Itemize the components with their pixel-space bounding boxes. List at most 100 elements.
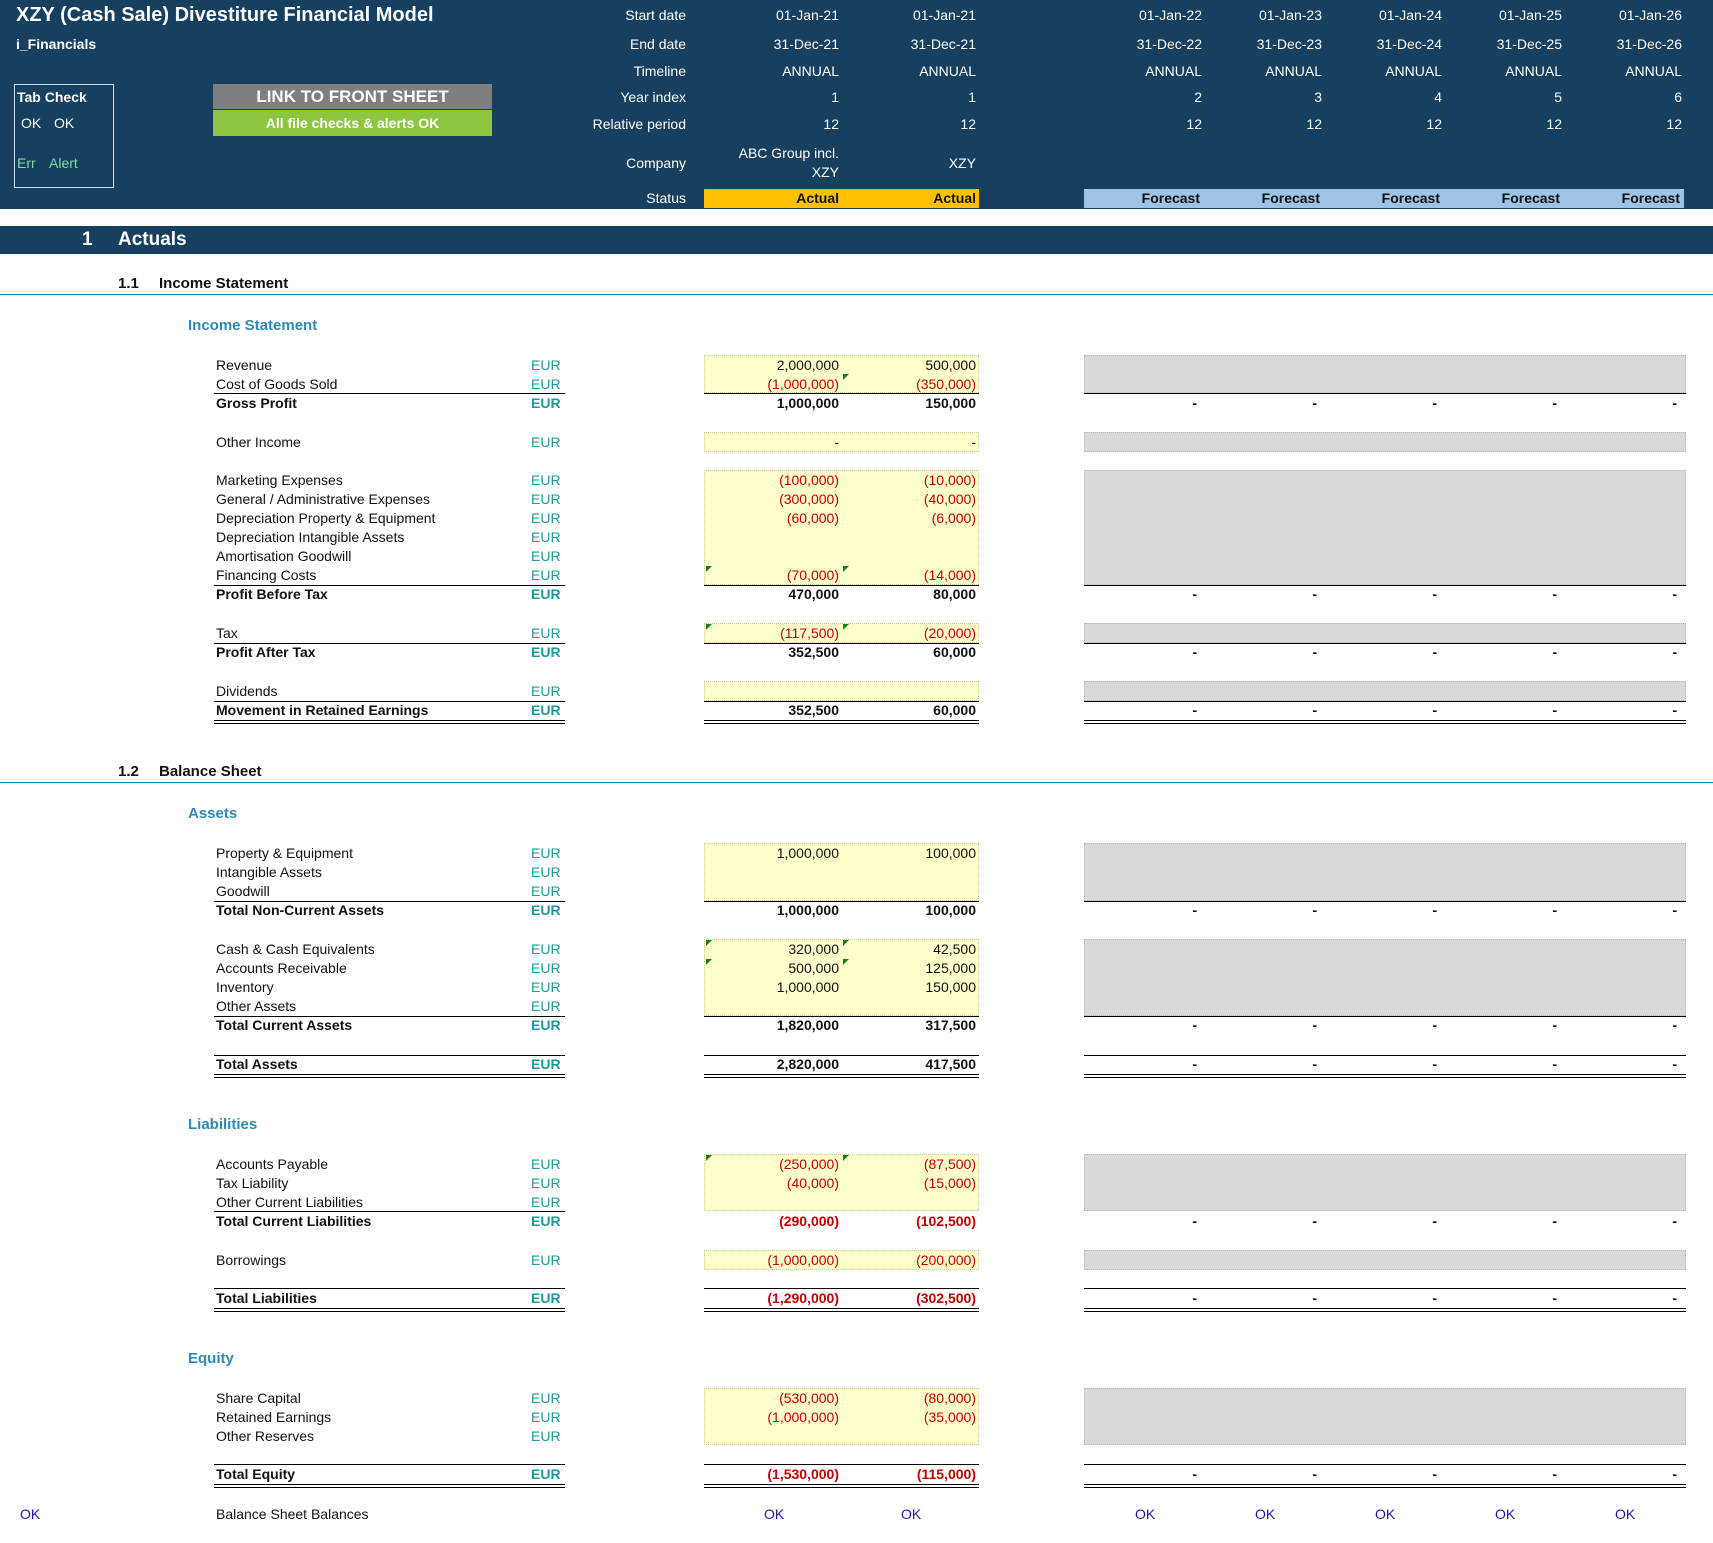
total-equity-fc: - xyxy=(1672,1466,1677,1482)
input-block-current-liabilities[interactable] xyxy=(704,1154,979,1211)
dep-pe-2021-b[interactable]: (6,000) xyxy=(931,510,976,526)
revenue-2021-b[interactable]: 500,000 xyxy=(925,357,976,373)
mre-2021-a: 352,500 xyxy=(788,702,839,718)
group-assets: Assets xyxy=(188,805,238,822)
total-equity-fc: - xyxy=(1312,1466,1317,1482)
financing-2021-a[interactable]: (70,000) xyxy=(786,567,839,583)
balance-check-ok: OK xyxy=(1495,1506,1516,1522)
total-rule xyxy=(1084,1016,1686,1017)
cash-2021-a[interactable]: 320,000 xyxy=(788,941,839,957)
row-unit-revenue: EUR xyxy=(531,357,561,373)
ga-2021-b[interactable]: (40,000) xyxy=(923,491,976,507)
double-rule xyxy=(704,1074,979,1078)
row-label-total-equity: Total Equity xyxy=(216,1466,296,1482)
row-label-pbt: Profit Before Tax xyxy=(216,586,328,602)
total-rule xyxy=(1084,1055,1686,1056)
total-rule xyxy=(214,1211,565,1212)
row-unit-ap: EUR xyxy=(531,1156,561,1172)
double-rule xyxy=(1084,1308,1686,1312)
retained-earnings-2021-a[interactable]: (1,000,000) xyxy=(767,1409,839,1425)
borrowings-2021-a[interactable]: (1,000,000) xyxy=(767,1252,839,1268)
total-assets-fc: - xyxy=(1312,1056,1317,1072)
total-rule xyxy=(704,1055,979,1056)
ap-2021-b[interactable]: (87,500) xyxy=(923,1156,976,1172)
tax-liability-2021-a[interactable]: (40,000) xyxy=(786,1175,839,1191)
ar-2021-b[interactable]: 125,000 xyxy=(925,960,976,976)
input-block-non-current-assets[interactable] xyxy=(704,843,979,901)
relative-period-label: Relative period xyxy=(592,116,686,132)
double-rule xyxy=(704,1484,979,1488)
input-block-equity[interactable] xyxy=(704,1388,979,1445)
revenue-2021-a[interactable]: 2,000,000 xyxy=(776,357,839,373)
input-block-revenue[interactable] xyxy=(704,355,979,393)
double-rule xyxy=(1084,1484,1686,1488)
ar-2021-a[interactable]: 500,000 xyxy=(788,960,839,976)
input-block-current-assets[interactable] xyxy=(704,939,979,1016)
col1-status: Actual xyxy=(704,189,842,208)
total-rule xyxy=(1084,1288,1686,1289)
row-unit-dividends: EUR xyxy=(531,683,561,699)
input-block-tax[interactable] xyxy=(704,623,979,643)
pe-2021-b[interactable]: 100,000 xyxy=(925,845,976,861)
cogs-2021-b[interactable]: (350,000) xyxy=(916,376,976,392)
other-income-2021-a[interactable]: - xyxy=(834,434,839,450)
col3-timeline: ANNUAL xyxy=(1145,63,1202,79)
row-unit-mre: EUR xyxy=(531,702,561,718)
forecast-block-non-current-assets xyxy=(1084,843,1686,901)
pat-fc: - xyxy=(1672,644,1677,660)
forecast-block-dividends xyxy=(1084,681,1686,701)
pe-2021-a[interactable]: 1,000,000 xyxy=(776,845,839,861)
marketing-2021-a[interactable]: (100,000) xyxy=(779,472,839,488)
share-capital-2021-b[interactable]: (80,000) xyxy=(923,1390,976,1406)
input-block-expenses[interactable] xyxy=(704,470,979,585)
row-label-share-capital: Share Capital xyxy=(216,1390,301,1406)
col1-timeline: ANNUAL xyxy=(782,63,839,79)
pbt-2021-a: 470,000 xyxy=(788,586,839,602)
ap-2021-a[interactable]: (250,000) xyxy=(779,1156,839,1172)
balance-check-ok: OK xyxy=(901,1506,922,1522)
pbt-fc: - xyxy=(1192,586,1197,602)
tnca-fc: - xyxy=(1192,902,1197,918)
comment-marker xyxy=(843,940,849,946)
end-date-label: End date xyxy=(629,36,686,52)
cash-2021-b[interactable]: 42,500 xyxy=(933,941,976,957)
row-unit-total-liabilities: EUR xyxy=(531,1290,561,1306)
mre-2021-b: 60,000 xyxy=(933,702,976,718)
dep-pe-2021-a[interactable]: (60,000) xyxy=(786,510,839,526)
tab-check-ok-1: OK xyxy=(21,115,42,131)
input-block-borrowings[interactable] xyxy=(704,1250,979,1270)
sheet-name: i_Financials xyxy=(16,36,97,52)
pat-2021-b: 60,000 xyxy=(933,644,976,660)
inventory-2021-a[interactable]: 1,000,000 xyxy=(776,979,839,995)
total-rule xyxy=(1084,701,1686,702)
total-rule xyxy=(1084,643,1686,644)
financing-2021-b[interactable]: (14,000) xyxy=(923,567,976,583)
col4-year: 3 xyxy=(1314,89,1322,105)
row-label-total-assets: Total Assets xyxy=(216,1056,298,1072)
tax-2021-a[interactable]: (117,500) xyxy=(780,625,839,641)
input-block-dividends[interactable] xyxy=(704,681,979,701)
double-rule xyxy=(1084,1074,1686,1078)
ga-2021-a[interactable]: (300,000) xyxy=(779,491,839,507)
col1-end: 31-Dec-21 xyxy=(773,36,839,52)
marketing-2021-b[interactable]: (10,000) xyxy=(923,472,976,488)
row-label-intangibles: Intangible Assets xyxy=(216,864,322,880)
other-income-2021-b[interactable]: - xyxy=(971,434,976,450)
share-capital-2021-a[interactable]: (530,000) xyxy=(779,1390,839,1406)
row-unit-share-capital: EUR xyxy=(531,1390,561,1406)
total-rule xyxy=(214,701,565,702)
inventory-2021-b[interactable]: 150,000 xyxy=(925,979,976,995)
tax-2021-b[interactable]: (20,000) xyxy=(923,625,976,641)
link-to-front-sheet-button[interactable]: LINK TO FRONT SHEET xyxy=(213,84,492,109)
row-unit-goodwill: EUR xyxy=(531,883,561,899)
retained-earnings-2021-b[interactable]: (35,000) xyxy=(923,1409,976,1425)
borrowings-2021-b[interactable]: (200,000) xyxy=(916,1252,976,1268)
col5-timeline: ANNUAL xyxy=(1385,63,1442,79)
cogs-2021-a[interactable]: (1,000,000) xyxy=(767,376,839,392)
input-block-other-income[interactable] xyxy=(704,432,979,452)
subsection-title-balance: Balance Sheet xyxy=(159,763,262,780)
row-label-retained-earnings: Retained Earnings xyxy=(216,1409,332,1425)
tax-liability-2021-b[interactable]: (15,000) xyxy=(923,1175,976,1191)
row-label-ar: Accounts Receivable xyxy=(216,960,347,976)
tab-check-alert: Alert xyxy=(49,155,78,171)
